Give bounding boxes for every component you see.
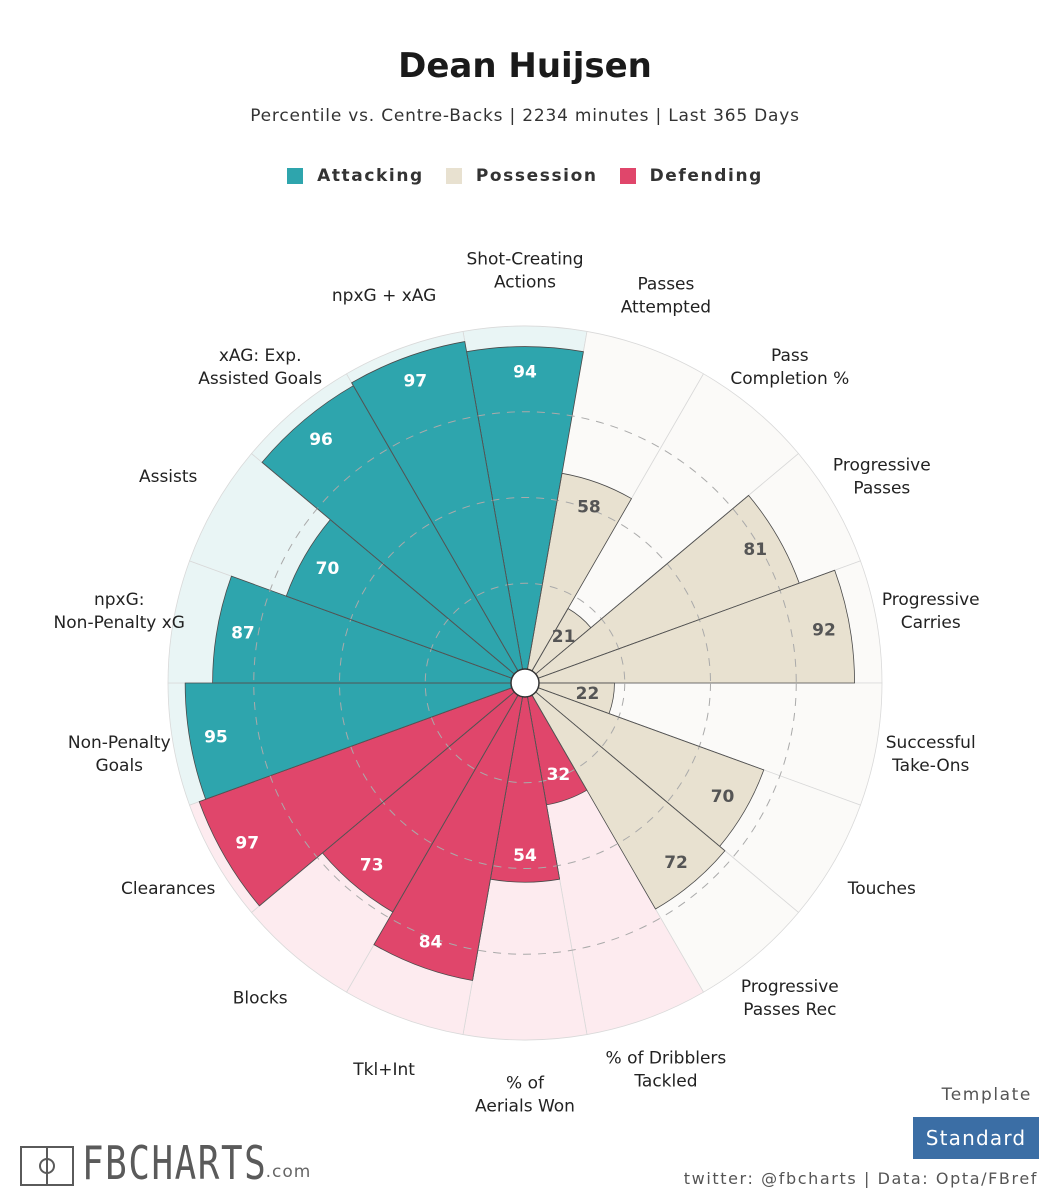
metric-label-tkl-int: Tkl+Int [352,1060,415,1080]
legend-swatch-defending [619,168,636,184]
metric-label-of-aerials-won: % of Aerials Won [475,1074,575,1117]
value-label-successful-take-ons: 22 [576,684,600,704]
metric-label-progressive-passes: Progressive Passes [833,456,931,499]
separator-line [205,687,512,800]
metric-label-of-dribblers-tackled: % of Dribblers Tackled [606,1049,727,1092]
separator-line [535,691,726,852]
metric-label-npxg-non-penalty-xg: npxG: Non-Penalty xG [54,590,185,633]
chart-title: Dean Huijsen [398,46,652,86]
metric-label-shot-creating-actions: Shot-Creating Actions [466,250,583,293]
center-hub [510,668,540,698]
value-label-shot-creating-actions: 94 [513,363,537,383]
value-label-progressive-passes-rec: 72 [664,853,688,873]
value-label-tkl-int: 84 [419,932,443,952]
value-label-pass-completion: 21 [552,627,576,647]
legend: Attacking Possession Defending [0,166,1050,186]
separator-line [527,473,563,670]
slice-separators [205,351,835,981]
value-label-of-dribblers-tackled: 32 [547,765,571,785]
grid-rings [253,411,797,955]
metric-label-blocks: Blocks [233,989,288,1009]
separator-line [531,608,569,672]
metric-label-non-penalty-goals: Non-Penalty Goals [68,733,171,776]
value-label-passes-attempted: 58 [577,497,601,517]
metric-label-progressive-carries: Progressive Carries [882,590,980,633]
pitch-icon [20,1146,74,1186]
value-label-progressive-passes: 81 [743,540,767,560]
metric-label-touches: Touches [847,879,916,899]
value-label-npxg-non-penalty-xg: 87 [231,623,255,643]
value-label-clearances: 97 [235,833,259,853]
separator-line [535,495,749,675]
legend-swatch-attacking [287,168,304,184]
legend-label-attacking: Attacking [317,166,424,186]
metric-labels: Shot-Creating Actions Passes Attempted Pass C… [54,250,980,1117]
value-label-blocks: 73 [360,856,384,876]
value-label-progressive-carries: 92 [812,620,836,640]
metric-label-clearances: Clearances [121,879,215,899]
template-standard-button[interactable]: Standard [913,1117,1039,1159]
value-labels: 94 58 21 81 92 22 70 72 32 54 84 73 97 95 87 70 96 97 [204,363,836,953]
value-label-non-penalty-goals: 95 [204,727,228,747]
separator-line [527,696,560,880]
metric-label-passes-attempted: Passes Attempted [621,274,711,317]
legend-item-possession: Possession [445,166,598,186]
legend-label-defending: Defending [649,166,763,186]
separator-line [531,694,588,791]
separator-line [472,696,523,981]
grid-ring-50 [339,497,711,869]
slice-bars [184,341,855,981]
value-label-of-aerials-won: 54 [513,846,537,866]
template-label: Template [941,1085,1032,1105]
separator-line [259,691,515,907]
metric-label-progressive-passes-rec: Progressive Passes Rec [741,977,839,1020]
legend-item-attacking: Attacking [287,166,424,186]
logo-suffix: .com [265,1162,312,1182]
grid-ring-25 [424,582,626,784]
separator-line [261,462,515,675]
value-label-xag-exp-assisted-goals: 96 [309,430,333,450]
metric-label-npxg-xag: npxG + xAG [332,286,436,306]
metric-label-assists: Assists [139,467,198,487]
separator-line [392,694,519,913]
legend-label-possession: Possession [475,166,598,186]
metric-label-successful-take-ons: Successful Take-Ons [886,733,976,776]
legend-item-defending: Defending [619,166,763,186]
metric-label-xag-exp-assisted-goals: xAG: Exp. Assisted Goals [198,346,322,389]
fbcharts-logo: FBCHARTS .com [20,1134,311,1186]
value-label-npxg-xag: 97 [403,372,427,392]
metric-label-pass-completion: Pass Completion % [730,346,849,389]
value-label-assists: 70 [316,559,340,579]
separator-line [286,595,512,679]
separator-line [351,382,519,672]
footer-credit: twitter: @fbcharts | Data: Opta/FBref [683,1169,1038,1188]
value-label-touches: 70 [711,787,735,807]
separator-line [538,569,835,679]
legend-swatch-possession [445,168,462,184]
separator-line [466,351,523,670]
chart-subtitle: Percentile vs. Centre-Backs | 2234 minut… [250,106,800,126]
separator-line [538,687,764,771]
logo-text: FBCHARTS [82,1136,268,1190]
grid-ring-75 [253,411,797,955]
